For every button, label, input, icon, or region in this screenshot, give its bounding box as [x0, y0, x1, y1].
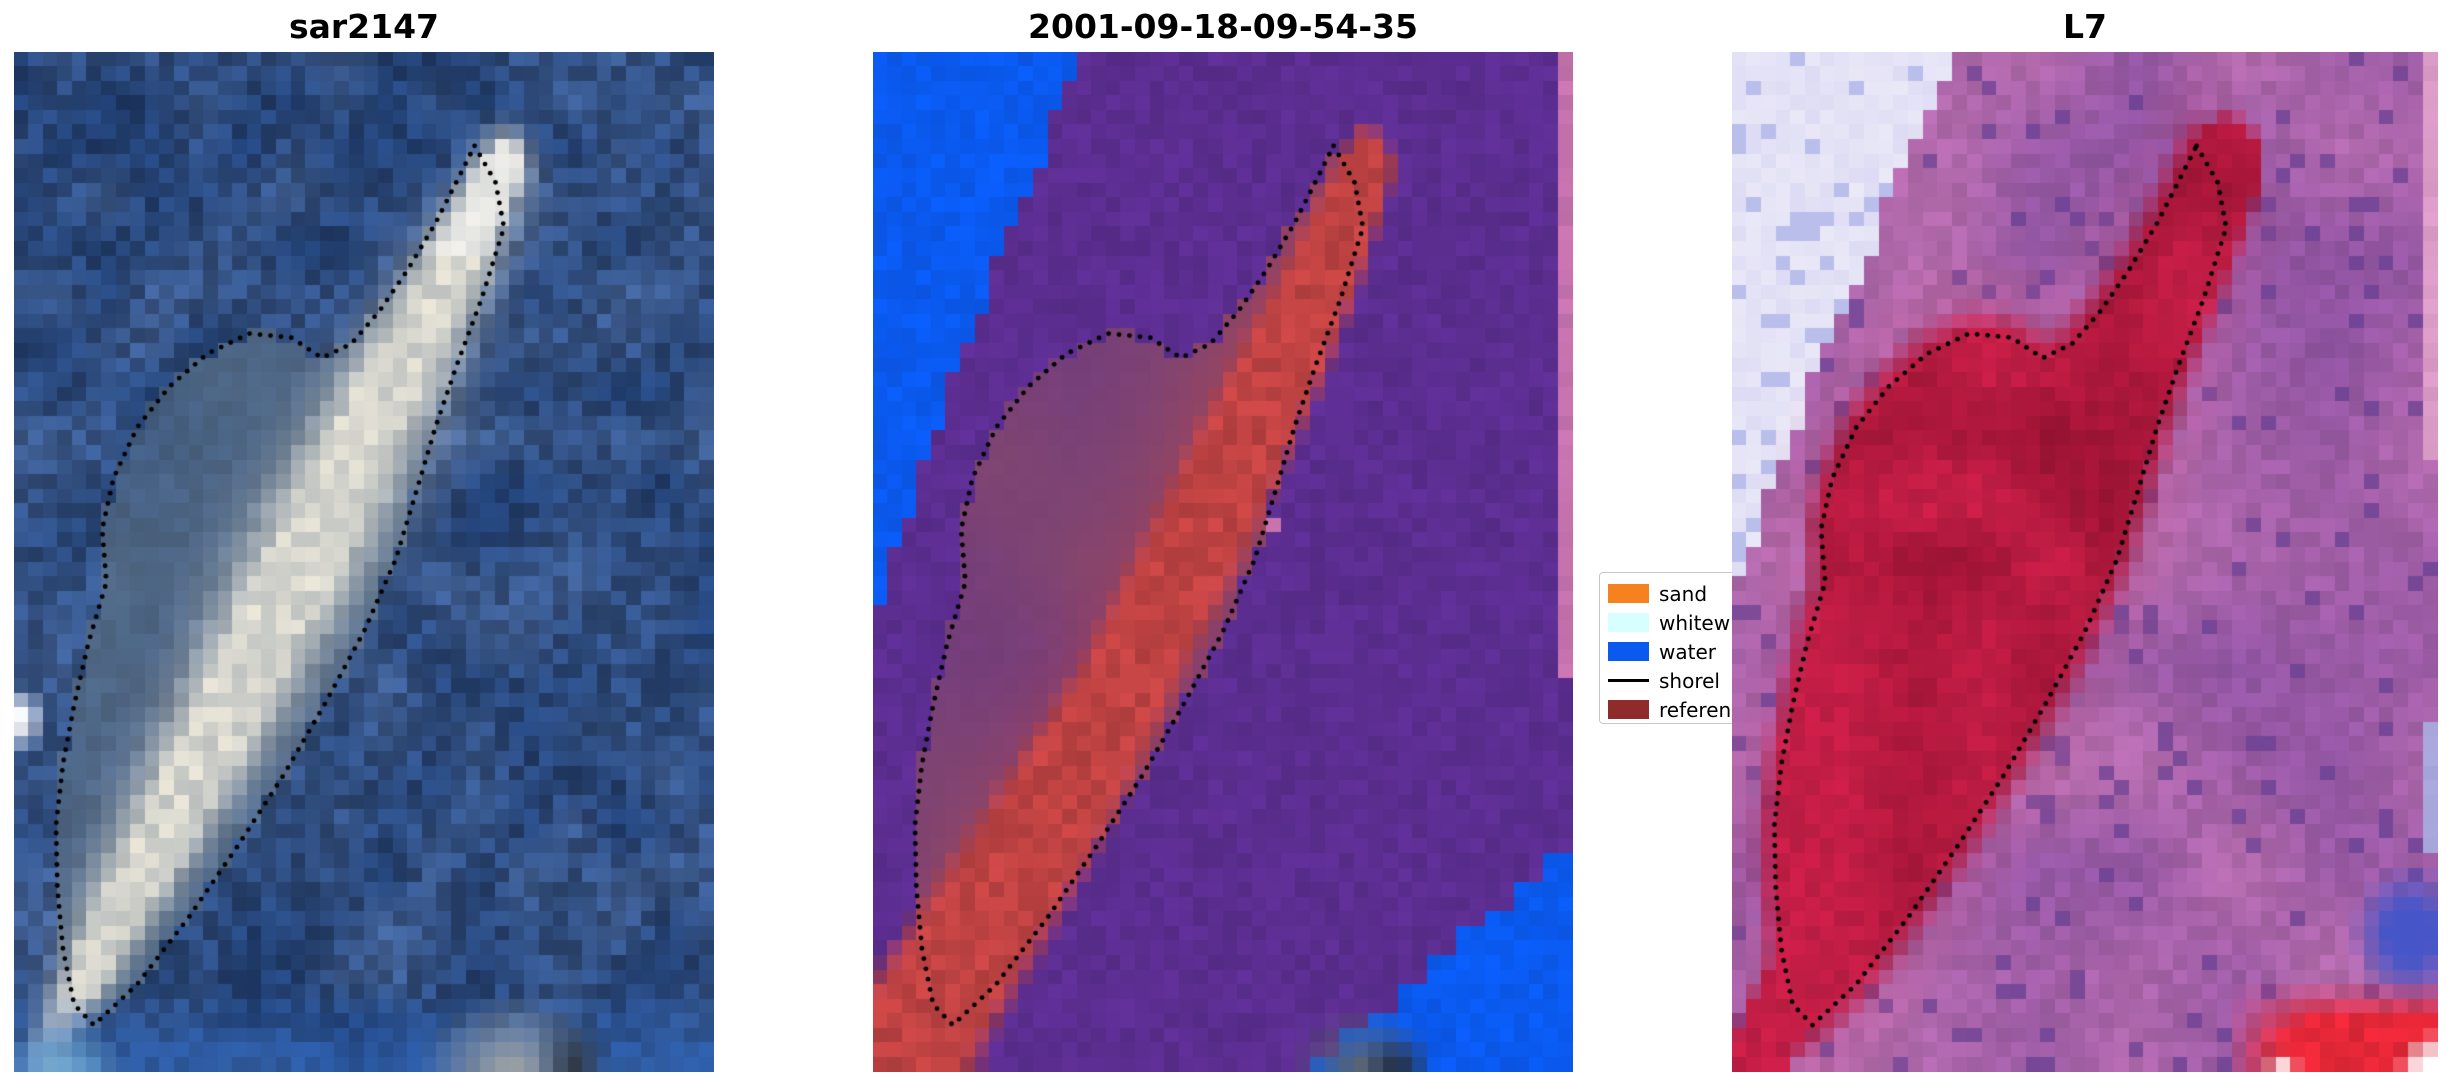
panel-title-l7: L7: [2063, 7, 2107, 46]
legend-item-shoreline: shorel: [1608, 666, 1838, 695]
shoreline-line-swatch: [1608, 679, 1649, 682]
legend-item-whitewater: whitew: [1608, 608, 1838, 637]
sand-swatch: [1608, 584, 1649, 603]
panel-title-sar2147: sar2147: [288, 7, 440, 46]
panel-title-timestamp: 2001-09-18-09-54-35: [1028, 7, 1418, 46]
water-label: water: [1659, 639, 1716, 664]
whitewater-label: whitew: [1659, 610, 1731, 635]
sand-label: sand: [1659, 581, 1708, 606]
whitewater-swatch: [1608, 613, 1649, 632]
legend-item-sand: sand: [1608, 579, 1838, 608]
legend-item-reference: referen: [1608, 695, 1838, 723]
shoreline-label: shorel: [1659, 668, 1720, 693]
l7-image-panel: [1732, 52, 2438, 1072]
water-swatch: [1608, 642, 1649, 661]
classification-image-panel: [873, 52, 1573, 1072]
reference-label: referen: [1659, 697, 1732, 722]
legend-item-water: water: [1608, 637, 1838, 666]
sar-image-panel: [14, 52, 714, 1072]
reference-swatch: [1608, 700, 1649, 719]
